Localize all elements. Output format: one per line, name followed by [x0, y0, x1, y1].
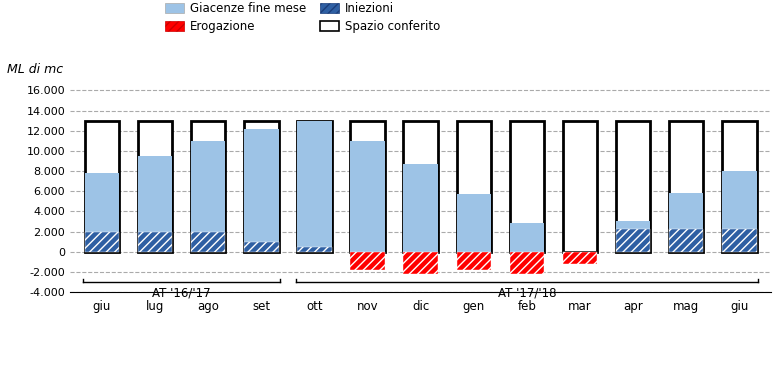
Text: ML di mc: ML di mc — [7, 63, 63, 76]
Bar — [297, 120, 332, 252]
Bar — [404, 120, 438, 252]
Bar — [138, 120, 172, 252]
Bar — [244, 242, 279, 252]
Bar — [456, 252, 491, 270]
Bar — [351, 252, 385, 270]
Bar — [85, 120, 119, 252]
Text: AT '16/'17: AT '16/'17 — [153, 287, 211, 300]
Bar — [85, 231, 119, 252]
Bar — [669, 193, 703, 252]
Bar — [297, 247, 332, 252]
Bar — [244, 120, 279, 252]
Bar — [351, 120, 385, 252]
Bar — [351, 141, 385, 252]
Bar — [562, 120, 597, 252]
Bar — [509, 252, 545, 274]
Bar — [616, 120, 650, 252]
Bar — [722, 230, 756, 252]
Bar — [191, 231, 225, 252]
Bar — [85, 173, 119, 252]
Bar — [669, 230, 703, 252]
Bar — [297, 120, 332, 252]
Bar — [404, 252, 438, 274]
Bar — [244, 129, 279, 252]
Bar — [456, 120, 491, 252]
Text: AT '17/'18: AT '17/'18 — [498, 287, 556, 300]
Bar — [616, 230, 650, 252]
Bar — [404, 164, 438, 252]
Bar — [616, 222, 650, 252]
Bar — [138, 231, 172, 252]
Bar — [509, 223, 545, 252]
Bar — [191, 120, 225, 252]
Bar — [669, 120, 703, 252]
Bar — [722, 120, 756, 252]
Bar — [138, 156, 172, 252]
Bar — [722, 171, 756, 252]
Bar — [562, 252, 597, 264]
Bar — [509, 120, 545, 252]
Bar — [191, 141, 225, 252]
Legend: Giacenze fine mese, Erogazione, Iniezioni, Spazio conferito: Giacenze fine mese, Erogazione, Iniezion… — [160, 0, 445, 38]
Bar — [456, 194, 491, 252]
